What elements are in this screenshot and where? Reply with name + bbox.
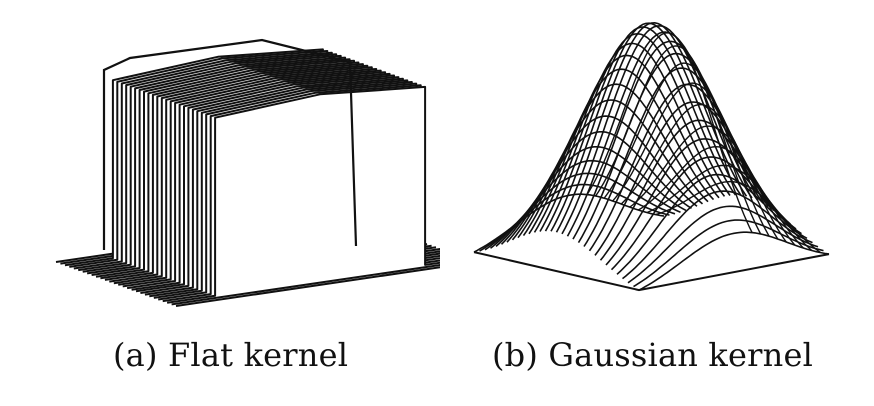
- flat-kernel-slices: [55, 38, 440, 309]
- mesh-line-u: [550, 22, 742, 232]
- mesh-line-v: [637, 145, 804, 249]
- slice-line: [171, 264, 440, 306]
- slice-fill: [167, 86, 440, 306]
- box-outline: [102, 38, 358, 250]
- gaussian-kernel-surface: [473, 21, 830, 292]
- base-edge: [473, 251, 830, 292]
- mesh-line-v: [629, 125, 796, 246]
- mesh-line-v: [595, 45, 762, 235]
- caption-gaussian-kernel: (b) Gaussian kernel: [492, 336, 814, 374]
- mesh-line-u: [555, 21, 748, 233]
- mesh-line-v: [655, 180, 821, 254]
- mesh-line-u: [616, 173, 808, 275]
- gaussian-kernel-mesh: [473, 21, 830, 292]
- mesh-line-u: [633, 219, 824, 288]
- surface-fill: [474, 194, 829, 291]
- mesh-line-u: [544, 26, 737, 232]
- mesh-line-u: [610, 156, 802, 271]
- caption-flat-kernel: (a) Flat kernel: [113, 336, 349, 374]
- mesh-line-u: [622, 190, 813, 280]
- mesh-line-u: [539, 32, 731, 232]
- flat-kernel-surface: [55, 38, 440, 309]
- mesh-line-u: [561, 24, 753, 235]
- mesh-line-v: [612, 82, 779, 240]
- mesh-line-v: [586, 32, 753, 233]
- mesh-line-v: [603, 62, 770, 237]
- slice-line: [166, 85, 440, 304]
- mesh-line-v: [646, 164, 813, 252]
- slice-line: [175, 266, 440, 307]
- mesh-line-u: [638, 231, 830, 291]
- mesh-line-u: [533, 42, 726, 233]
- mesh-line-u: [627, 205, 819, 284]
